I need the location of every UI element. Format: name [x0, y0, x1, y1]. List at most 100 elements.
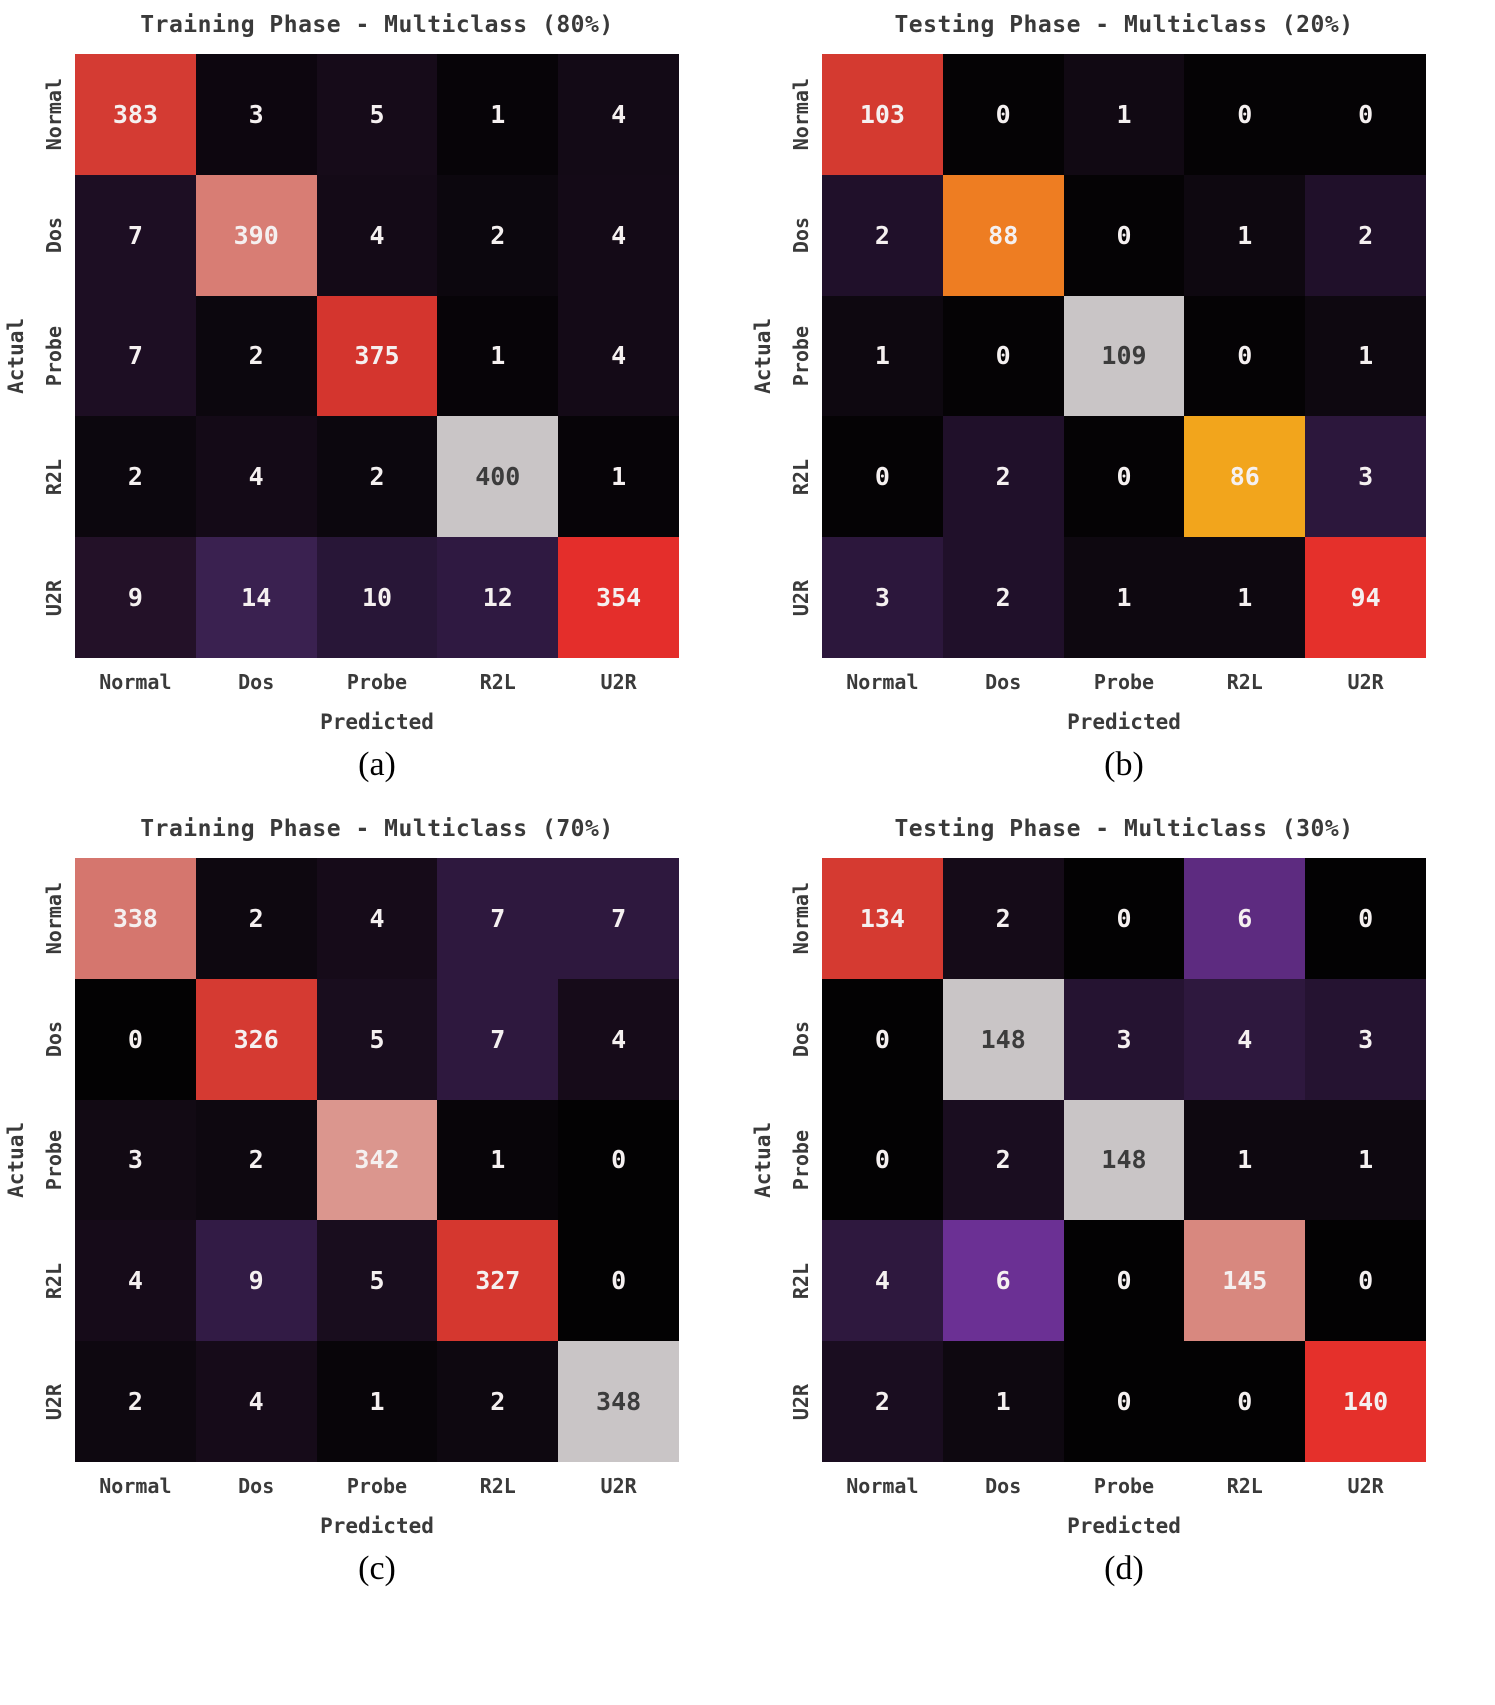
- ytick-probe: Probe: [788, 325, 813, 387]
- xtick-probe: Probe: [346, 1474, 408, 1498]
- cell-normal-u2r: 7: [558, 858, 679, 979]
- cell-r2l-u2r: 0: [1305, 1220, 1426, 1342]
- cell-r2l-dos: 4: [195, 416, 317, 538]
- x-axis-label: Predicted: [320, 710, 434, 734]
- ytick-u2r: U2R: [788, 1383, 813, 1420]
- subfigure-caption: (d): [1104, 1550, 1144, 1587]
- cell-r2l-probe: 0: [1063, 416, 1185, 538]
- cell-u2r-probe: 10: [316, 537, 438, 658]
- cell-probe-normal: 1: [822, 295, 943, 417]
- xtick-u2r: U2R: [600, 1474, 637, 1498]
- cell-probe-normal: 7: [75, 295, 196, 417]
- x-tick-labels: Normal Dos Probe R2L U2R: [75, 670, 679, 694]
- panel-a: Training Phase - Multiclass (80%) Actual…: [0, 6, 747, 784]
- cell-probe-u2r: 4: [558, 295, 679, 417]
- cell-dos-r2l: 2: [437, 174, 559, 296]
- cell-probe-u2r: 1: [1305, 1099, 1426, 1221]
- cell-normal-normal: 383: [75, 54, 196, 175]
- cell-u2r-r2l: 12: [437, 537, 559, 658]
- ytick-probe: Probe: [41, 1129, 66, 1191]
- cell-dos-r2l: 7: [437, 978, 559, 1100]
- ytick-dos: Dos: [788, 1021, 813, 1058]
- xtick-u2r: U2R: [1347, 670, 1384, 694]
- ytick-u2r: U2R: [41, 579, 66, 616]
- cell-r2l-dos: 2: [942, 416, 1064, 538]
- cell-dos-u2r: 2: [1305, 174, 1426, 296]
- xtick-dos: Dos: [238, 670, 275, 694]
- cell-dos-probe: 5: [316, 978, 438, 1100]
- ytick-r2l: R2L: [41, 1262, 66, 1299]
- cell-u2r-probe: 1: [316, 1341, 438, 1462]
- cell-r2l-normal: 0: [822, 416, 943, 538]
- cell-u2r-dos: 4: [195, 1341, 317, 1462]
- cell-u2r-dos: 2: [942, 537, 1064, 658]
- xtick-dos: Dos: [985, 1474, 1022, 1498]
- cell-u2r-dos: 1: [942, 1341, 1064, 1462]
- cell-dos-r2l: 4: [1184, 978, 1306, 1100]
- ytick-dos: Dos: [788, 217, 813, 254]
- cell-r2l-r2l: 327: [437, 1220, 559, 1342]
- cell-probe-probe: 375: [316, 295, 438, 417]
- cell-r2l-r2l: 145: [1184, 1220, 1306, 1342]
- cell-probe-dos: 2: [942, 1099, 1064, 1221]
- ytick-normal: Normal: [788, 882, 813, 955]
- cell-u2r-normal: 2: [75, 1341, 196, 1462]
- ytick-u2r: U2R: [788, 579, 813, 616]
- subfigure-caption: (c): [358, 1550, 396, 1587]
- cell-u2r-u2r: 354: [558, 537, 679, 658]
- cell-normal-probe: 0: [1063, 858, 1185, 979]
- panel-c: Training Phase - Multiclass (70%) Actual…: [0, 810, 747, 1588]
- cell-probe-normal: 3: [75, 1099, 196, 1221]
- y-tick-labels: Normal Dos Probe R2L U2R: [779, 54, 822, 658]
- cell-normal-dos: 2: [942, 858, 1064, 979]
- cell-r2l-normal: 4: [75, 1220, 196, 1342]
- cell-u2r-normal: 9: [75, 537, 196, 658]
- cell-dos-dos: 390: [195, 174, 317, 296]
- ytick-normal: Normal: [788, 78, 813, 151]
- cell-r2l-dos: 6: [942, 1220, 1064, 1342]
- cell-u2r-normal: 2: [822, 1341, 943, 1462]
- cell-probe-r2l: 0: [1184, 295, 1306, 417]
- xtick-probe: Probe: [346, 670, 408, 694]
- cell-u2r-u2r: 348: [558, 1341, 679, 1462]
- chart-title: Testing Phase - Multiclass (20%): [894, 12, 1354, 38]
- cell-dos-dos: 326: [195, 978, 317, 1100]
- cell-normal-u2r: 0: [1305, 54, 1426, 175]
- cell-normal-r2l: 1: [437, 54, 559, 175]
- cell-normal-probe: 1: [1063, 54, 1185, 175]
- x-tick-labels: Normal Dos Probe R2L U2R: [822, 670, 1426, 694]
- cell-r2l-u2r: 1: [558, 416, 679, 538]
- y-axis-label-box: Actual: [0, 54, 32, 658]
- cell-probe-dos: 2: [195, 1099, 317, 1221]
- cell-probe-r2l: 1: [437, 1099, 559, 1221]
- cell-normal-probe: 4: [316, 858, 438, 979]
- xtick-normal: Normal: [846, 1474, 919, 1498]
- cell-normal-normal: 338: [75, 858, 196, 979]
- cell-normal-u2r: 0: [1305, 858, 1426, 979]
- y-axis-label-box: Actual: [747, 54, 779, 658]
- ytick-probe: Probe: [788, 1129, 813, 1191]
- xtick-u2r: U2R: [600, 670, 637, 694]
- ytick-r2l: R2L: [788, 458, 813, 495]
- y-axis-label: Actual: [4, 1122, 28, 1198]
- cell-dos-probe: 4: [316, 174, 438, 296]
- y-tick-labels: Normal Dos Probe R2L U2R: [32, 54, 75, 658]
- cell-u2r-r2l: 2: [437, 1341, 559, 1462]
- heatmap-c: 338 2 4 7 7 0 326 5 7 4 3 2 342 1 0 4 9 5 327 0 2 4 1 2 348: [75, 858, 679, 1462]
- cell-r2l-probe: 0: [1063, 1220, 1185, 1342]
- x-tick-labels: Normal Dos Probe R2L U2R: [75, 1474, 679, 1498]
- cell-probe-u2r: 0: [558, 1099, 679, 1221]
- y-axis-label: Actual: [751, 318, 775, 394]
- cell-r2l-normal: 4: [822, 1220, 943, 1342]
- xtick-r2l: R2L: [1226, 670, 1263, 694]
- y-axis-label: Actual: [751, 1122, 775, 1198]
- cell-probe-r2l: 1: [437, 295, 559, 417]
- cell-normal-dos: 0: [942, 54, 1064, 175]
- cell-probe-probe: 148: [1063, 1099, 1185, 1221]
- ytick-u2r: U2R: [41, 1383, 66, 1420]
- cell-r2l-dos: 9: [195, 1220, 317, 1342]
- cell-r2l-u2r: 3: [1305, 416, 1426, 538]
- cell-dos-normal: 7: [75, 174, 196, 296]
- cell-normal-dos: 3: [195, 54, 317, 175]
- x-axis-label: Predicted: [1067, 710, 1181, 734]
